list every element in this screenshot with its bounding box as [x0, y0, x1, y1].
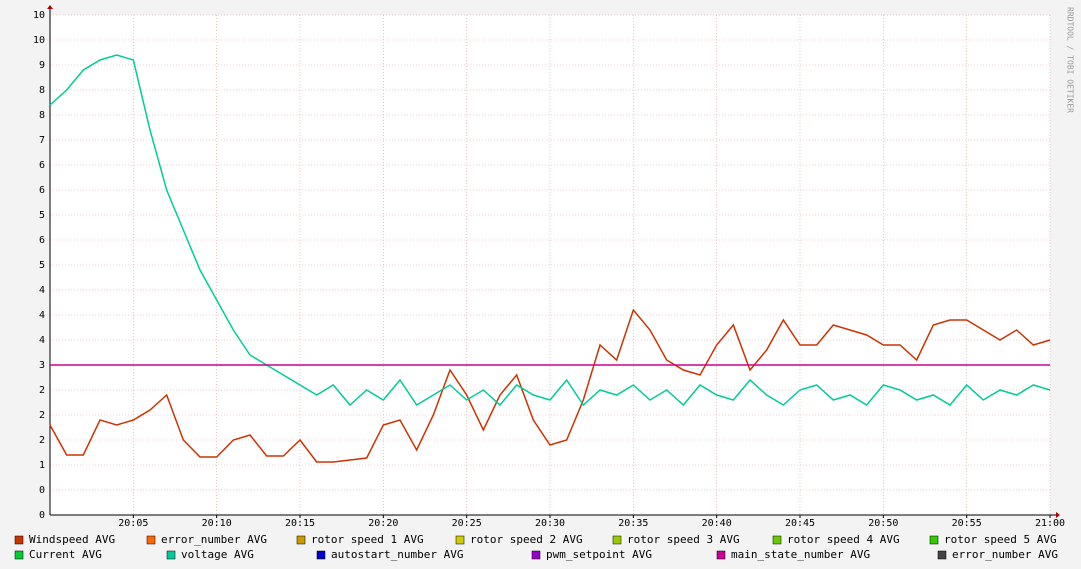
legend-label: rotor speed 1 AVG — [311, 533, 424, 546]
legend-label: rotor speed 5 AVG — [944, 533, 1057, 546]
y-tick-label: 5 — [39, 260, 45, 271]
x-tick-label: 20:55 — [952, 518, 982, 529]
series-line — [49, 54, 1051, 407]
y-tick-label: 8 — [39, 85, 45, 96]
legend-swatch — [455, 535, 465, 545]
y-tick-label: 9 — [39, 60, 45, 71]
axis-arrow — [47, 5, 53, 9]
y-tick-label: 10 — [33, 35, 45, 46]
legend-label: rotor speed 2 AVG — [470, 533, 583, 546]
legend-label: error_number AVG — [161, 533, 267, 546]
legend-label: Windspeed AVG — [29, 533, 115, 546]
legend-swatch — [316, 550, 326, 560]
x-tick-label: 20:35 — [618, 518, 648, 529]
y-tick-label: 8 — [39, 110, 45, 121]
x-tick-label: 20:05 — [118, 518, 148, 529]
y-tick-label: 10 — [33, 10, 45, 21]
y-tick-label: 3 — [39, 360, 45, 371]
legend-swatch — [166, 550, 176, 560]
y-tick-label: 6 — [39, 185, 45, 196]
y-tick-label: 0 — [39, 510, 45, 521]
legend-swatch — [14, 535, 24, 545]
legend-label: rotor speed 4 AVG — [787, 533, 900, 546]
x-tick-label: 21:00 — [1035, 518, 1065, 529]
y-tick-label: 4 — [39, 310, 45, 321]
y-tick-label: 2 — [39, 410, 45, 421]
x-tick-label: 20:20 — [368, 518, 398, 529]
x-tick-label: 20:25 — [452, 518, 482, 529]
x-tick-label: 20:15 — [285, 518, 315, 529]
y-tick-label: 6 — [39, 235, 45, 246]
x-tick-label: 20:50 — [868, 518, 898, 529]
legend-swatch — [612, 535, 622, 545]
legend-label: error_number AVG — [952, 548, 1058, 561]
y-tick-label: 4 — [39, 335, 45, 346]
legend-swatch — [716, 550, 726, 560]
y-tick-label: 4 — [39, 285, 45, 296]
legend-label: Current AVG — [29, 548, 102, 561]
legend-swatch — [146, 535, 156, 545]
y-tick-label: 0 — [39, 485, 45, 496]
y-tick-label: 2 — [39, 385, 45, 396]
x-tick-label: 20:10 — [202, 518, 232, 529]
legend-swatch — [929, 535, 939, 545]
legend-label: main_state_number AVG — [731, 548, 870, 561]
legend-label: autostart_number AVG — [331, 548, 463, 561]
y-tick-label: 1 — [39, 460, 45, 471]
legend-swatch — [772, 535, 782, 545]
legend-label: rotor speed 3 AVG — [627, 533, 740, 546]
y-tick-label: 7 — [39, 135, 45, 146]
x-tick-label: 20:30 — [535, 518, 565, 529]
legend-swatch — [296, 535, 306, 545]
watermark: RRDTOOL / TOBI OETIKER — [1066, 7, 1075, 113]
legend-label: pwm_setpoint AVG — [546, 548, 652, 561]
x-tick-label: 20:40 — [702, 518, 732, 529]
series-line — [49, 308, 1051, 463]
x-tick-label: 20:45 — [785, 518, 815, 529]
legend-swatch — [14, 550, 24, 560]
legend-swatch — [531, 550, 541, 560]
y-tick-label: 6 — [39, 160, 45, 171]
y-tick-label: 2 — [39, 435, 45, 446]
legend-label: voltage AVG — [181, 548, 254, 561]
axis-arrow — [1056, 512, 1060, 518]
y-tick-label: 5 — [39, 210, 45, 221]
legend-swatch — [937, 550, 947, 560]
